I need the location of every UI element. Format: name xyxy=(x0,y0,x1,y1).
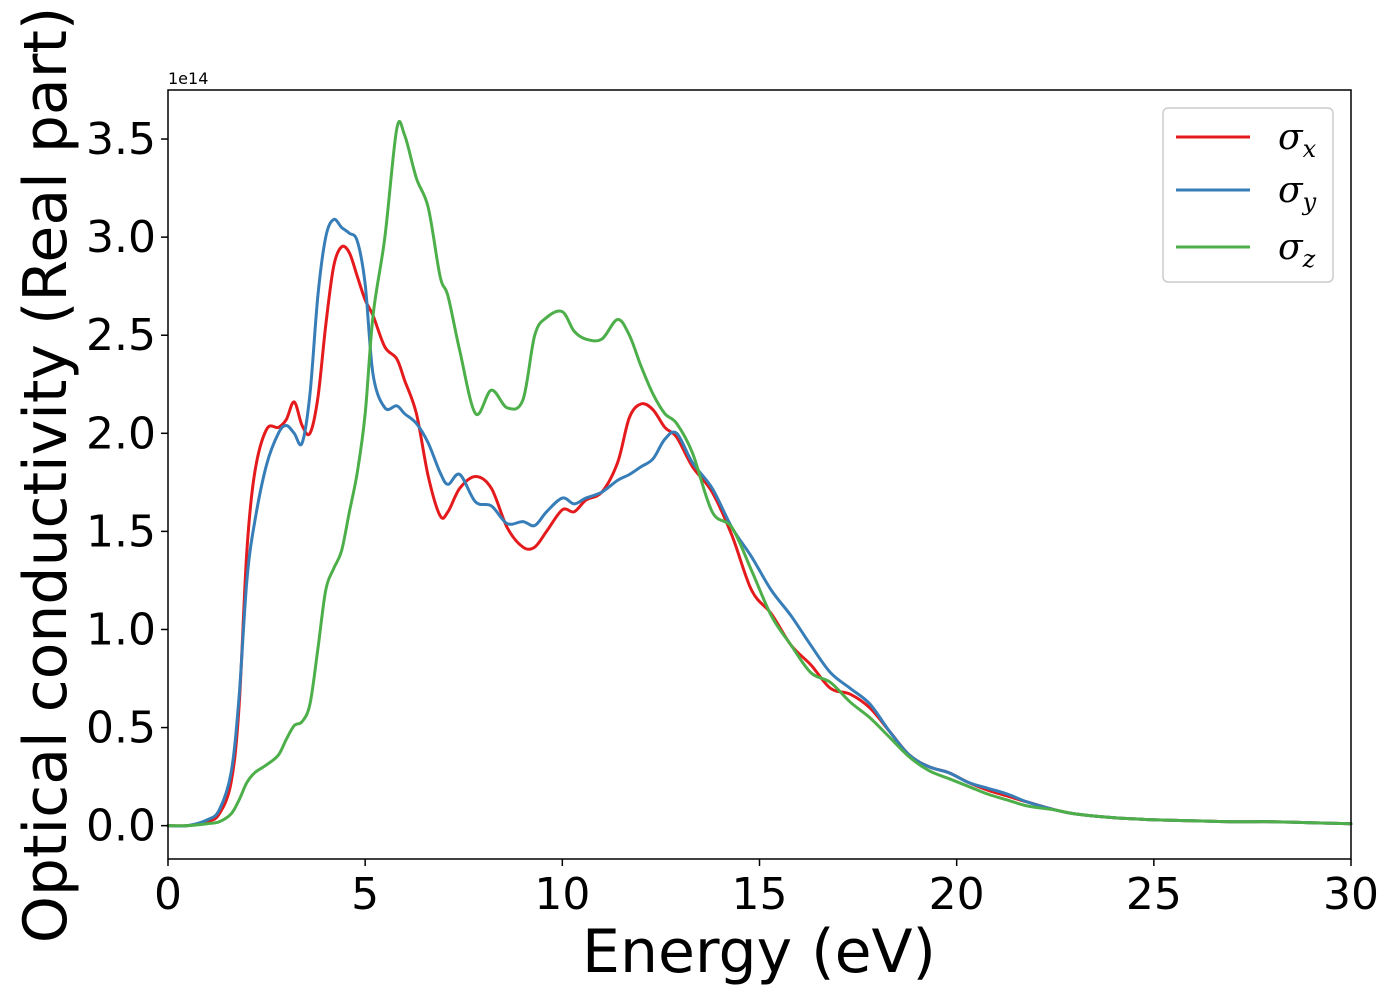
legend-subscript: x xyxy=(1303,135,1317,163)
y-tick-label: 2.0 xyxy=(86,408,156,459)
y-tick-label: 3.5 xyxy=(86,114,156,165)
legend-subscript: y xyxy=(1302,188,1317,216)
legend-label-sigma-y: σy xyxy=(1278,170,1317,216)
y-tick-label: 1.5 xyxy=(86,506,156,557)
x-tick-label: 25 xyxy=(1126,869,1182,920)
y-tick-label: 3.0 xyxy=(86,212,156,263)
series-line-sigma-y xyxy=(166,217,1353,828)
legend-symbol: σ xyxy=(1278,117,1304,158)
x-tick-label: 15 xyxy=(732,869,788,920)
x-tick-label: 0 xyxy=(154,869,182,920)
y-tick-label: 0.0 xyxy=(86,801,156,852)
y-offset-label: 1e14 xyxy=(168,69,208,88)
y-tick-label: 0.5 xyxy=(86,703,156,754)
y-axis-label: Optical conductivity (Real part) xyxy=(11,7,81,944)
series-layer xyxy=(166,119,1353,828)
y-tick-label: 2.5 xyxy=(86,310,156,361)
legend: σx σy σz xyxy=(1162,107,1334,283)
y-ticks: 0.0 0.5 1.0 1.5 2.0 2.5 3.0 3.5 xyxy=(86,114,168,852)
series-line-sigma-z xyxy=(166,119,1353,828)
legend-symbol: σ xyxy=(1278,170,1304,211)
x-tick-label: 30 xyxy=(1323,869,1379,920)
legend-label-sigma-x: σx xyxy=(1278,117,1317,163)
x-ticks: 0 5 10 15 20 25 30 xyxy=(154,859,1379,920)
x-tick-label: 10 xyxy=(534,869,590,920)
x-axis-label: Energy (eV) xyxy=(582,917,936,987)
x-tick-label: 20 xyxy=(929,869,985,920)
y-tick-label: 1.0 xyxy=(86,604,156,655)
legend-subscript: z xyxy=(1302,245,1316,273)
legend-symbol: σ xyxy=(1278,227,1304,268)
x-tick-label: 5 xyxy=(351,869,379,920)
legend-label-sigma-z: σz xyxy=(1278,227,1316,273)
legend-box xyxy=(1162,107,1334,283)
